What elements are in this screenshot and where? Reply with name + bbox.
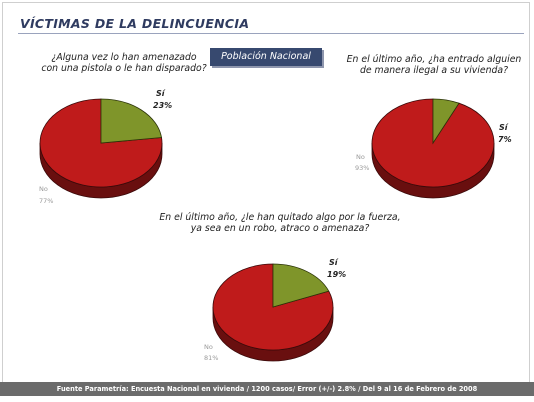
chart-2-question: En el último año, ¿ha entrado alguien de… [346,54,522,76]
label-no: No [204,343,213,351]
label-si: Sí [156,89,166,98]
percent-si: 7% [498,135,512,144]
percent-si: 19% [327,270,346,279]
label-si: Sí [329,258,339,267]
pie-slice-si [432,98,460,145]
population-badge: Población Nacional [210,48,322,66]
percent-no: 81% [204,354,218,362]
pie-slice-si [100,98,162,144]
label-no: No [39,185,48,193]
source-footer: Fuente Parametría: Encuesta Nacional en … [0,382,534,396]
percent-no: 93% [355,164,369,172]
label-no: No [356,153,365,161]
chart-1-question: ¿Alguna vez lo han amenazado con una pis… [41,52,207,74]
title-divider [18,33,524,34]
percent-no: 77% [39,197,53,205]
label-si: Sí [499,123,509,132]
page-title: VÍCTIMAS DE LA DELINCUENCIA [20,16,250,31]
percent-si: 23% [153,101,172,110]
pie-slice-si [272,263,330,308]
chart-3-question: En el último año, ¿le han quitado algo p… [159,212,401,234]
